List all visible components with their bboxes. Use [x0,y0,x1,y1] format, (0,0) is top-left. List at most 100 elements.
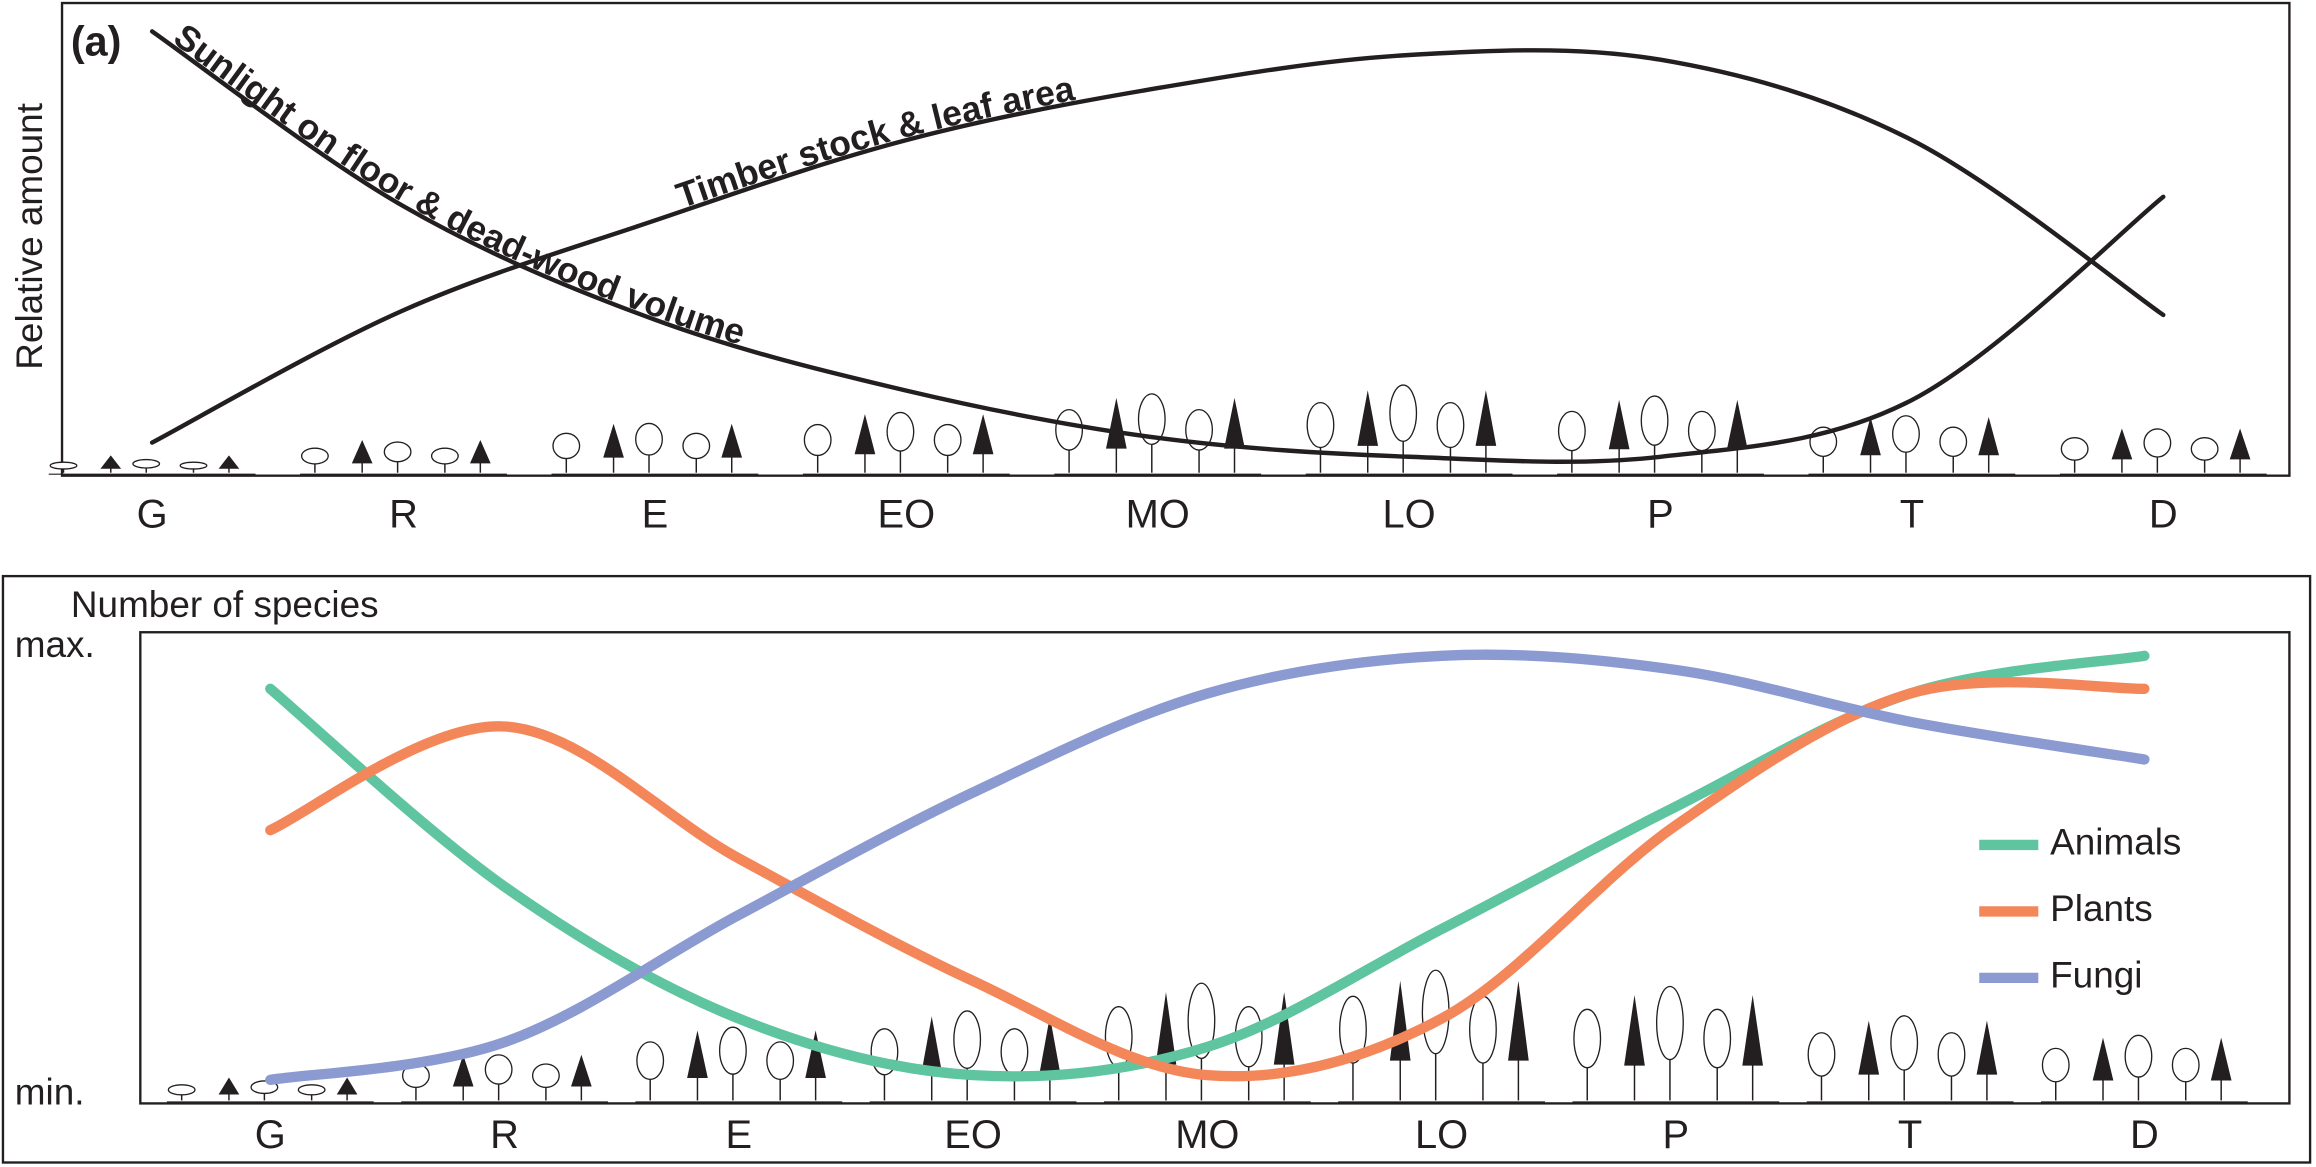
panel-b-outer-frame [1,574,2312,1164]
x-tick-label: LO [1415,1113,1468,1157]
x-tick-label: P [1647,493,1674,537]
y-tick-label: max. [15,624,95,665]
tree-crown [1000,1028,1029,1076]
x-tick-label: D [2149,493,2178,537]
tree-crown [430,447,459,465]
tree-crown [2190,437,2219,461]
series-label: Timber stock & leaf area [671,69,1078,217]
tree-crown [805,1030,826,1079]
series-label: Sunlight on floor & dead-wood volume [166,16,749,353]
tree-crown [636,1041,665,1081]
tree-crown [469,440,491,464]
series-line [265,677,2150,1082]
tree-crown [1937,1032,1966,1077]
tree-crown [100,455,122,469]
tree-crown [218,455,240,469]
tree-crown [803,423,832,457]
tree-crown [571,1054,592,1087]
tree-crown [1624,994,1645,1066]
tree-crown [2210,1037,2232,1081]
tree-crown [766,1041,795,1081]
tree-crown [1224,397,1245,449]
x-tick-label: E [726,1113,753,1157]
x-tick-label: EO [877,493,935,537]
panel-a-frame [60,1,2291,477]
x-tick-label: R [490,1113,519,1157]
series-line [149,29,2166,464]
tree-crown [1155,992,1177,1065]
tree-crown [687,1030,708,1079]
tree-crown [1339,995,1367,1064]
tree-crown [1807,1032,1836,1077]
tree-crown [972,414,994,455]
tree-crown [1389,384,1418,442]
x-tick-label: G [255,1113,286,1157]
series-line [265,649,2150,1086]
tree-crown [1475,390,1497,446]
tree-crown [179,461,208,470]
tree-crown [1976,1020,1998,1075]
x-tick-label: T [1898,1113,1922,1157]
tree-crown [351,440,373,464]
tree-crown [1273,992,1295,1065]
series-label-path: Timber stock & leaf area [671,69,1078,217]
tree-crown [452,1054,474,1087]
tree-crown [854,414,876,455]
tree-crown [682,432,711,460]
tree-crown [1892,415,1920,453]
tree-crown [921,1016,943,1074]
x-tick-label: MO [1126,493,1190,537]
x-tick-label: D [2130,1113,2159,1157]
tree-crown [1039,1016,1061,1074]
tree-crown [1055,408,1084,451]
tree-crown [300,447,329,465]
tree-crown [1468,995,1497,1064]
y-axis-label: Relative amount [9,103,50,370]
x-tick-label: T [1900,493,1924,537]
tree-crown [1687,410,1716,452]
tree-crown [531,1063,560,1089]
tree-crown [1742,994,1763,1066]
tree-crown [2124,1034,2153,1078]
tree-crown [1978,417,2000,456]
tree-crown [1939,426,1968,458]
x-tick-label: E [642,493,669,537]
tree-crown [297,1084,326,1096]
x-tick-label: EO [944,1113,1002,1157]
tree-crown [2092,1037,2114,1081]
series-label-path: Sunlight on floor & dead-wood volume [166,16,749,353]
tree-crown [1389,980,1411,1061]
y-tick-label: min. [15,1071,85,1112]
legend-label: Plants [2050,888,2153,929]
tree-crown [218,1077,240,1095]
tree-crown [933,423,962,457]
tree-crown [2060,437,2089,461]
tree-crown [1890,1015,1919,1071]
panel-b-frame [139,631,2291,1105]
x-tick-label: G [137,493,168,537]
tree-crown [1187,982,1216,1060]
tree-crown [132,458,161,469]
series-line [149,48,2166,445]
tree-crown [167,1084,196,1096]
tree-crown [2111,428,2133,460]
tree-crown [1436,401,1465,449]
tree-crown [1137,393,1166,446]
tree-crown [1357,390,1379,446]
tree-crown [1573,1008,1602,1069]
x-tick-label: P [1663,1113,1690,1157]
tree-crown [1860,417,1881,456]
tree-crown [1106,397,1127,449]
tree-crown [721,423,743,458]
panel-label: (a) [71,18,122,64]
tree-crown [1608,399,1630,450]
tree-crown [2229,428,2251,460]
tree-crown [886,411,915,452]
chart-title: Number of species [71,584,379,625]
tree-crown [603,423,624,458]
tree-crown [336,1077,358,1095]
x-tick-label: MO [1175,1113,1239,1157]
tree-crown [1726,399,1748,450]
tree-crown [2041,1047,2070,1083]
